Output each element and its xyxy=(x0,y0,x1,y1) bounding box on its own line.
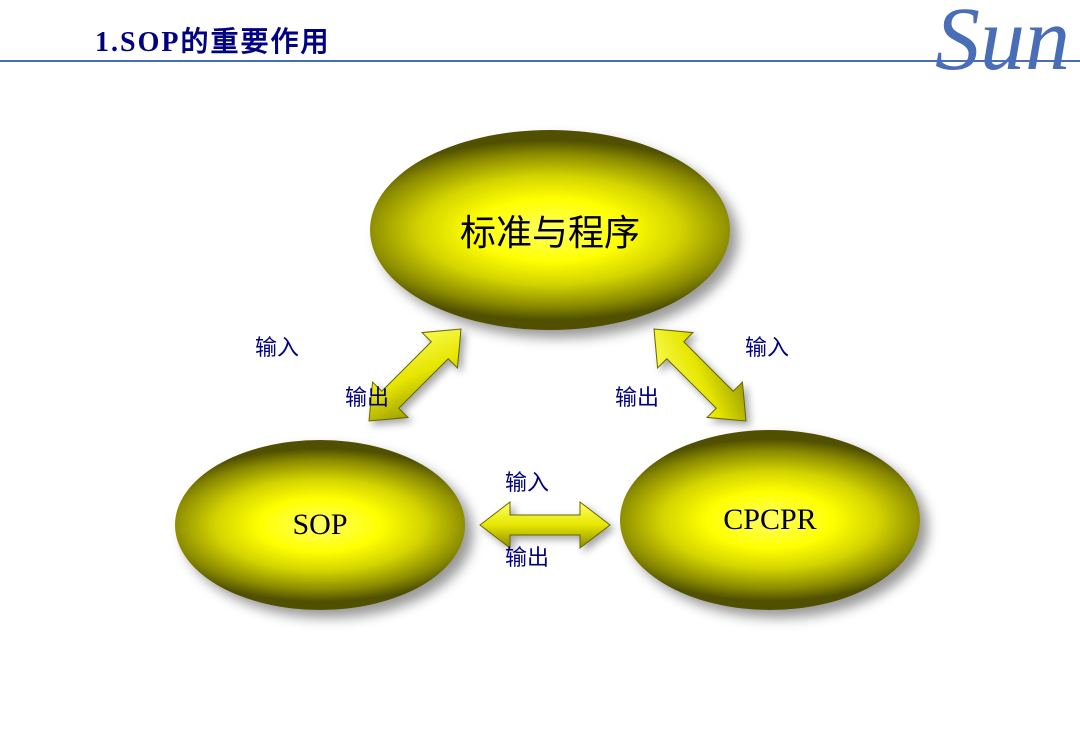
node-standards-label: 标准与程序 xyxy=(460,204,640,256)
brand-logo: Sun xyxy=(935,0,1070,85)
label-topleft-in: 输入 xyxy=(255,330,299,362)
node-sop: SOP xyxy=(175,440,465,610)
header-rule xyxy=(0,60,1080,62)
node-cpcpr: CPCPR xyxy=(620,430,920,610)
arrow-top-left xyxy=(355,300,475,450)
page-title: 1.SOP的重要作用 xyxy=(95,20,330,60)
label-bottom-out: 输出 xyxy=(505,540,549,572)
label-bottom-in: 输入 xyxy=(505,465,549,497)
label-topright-in: 输入 xyxy=(745,330,789,362)
label-topleft-out: 输出 xyxy=(345,380,389,412)
label-topright-out: 输出 xyxy=(615,380,659,412)
arrow-top-right xyxy=(640,300,760,450)
node-sop-label: SOP xyxy=(292,508,347,542)
node-cpcpr-label: CPCPR xyxy=(723,503,816,537)
